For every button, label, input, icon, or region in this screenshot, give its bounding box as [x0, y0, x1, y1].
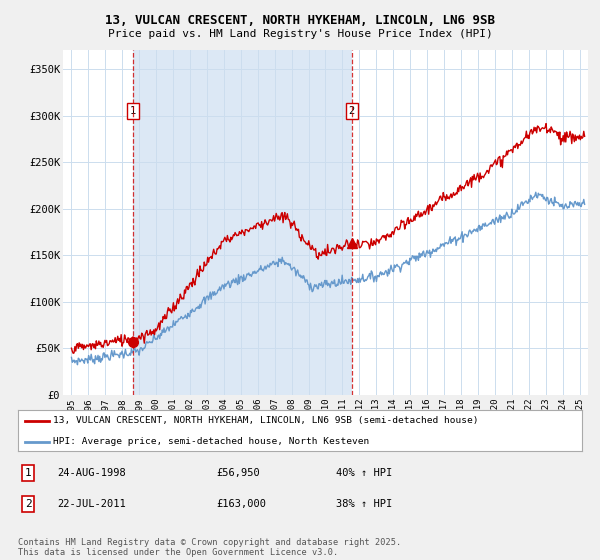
Bar [133, 50, 352, 395]
Text: 2: 2 [25, 499, 32, 509]
Text: 13, VULCAN CRESCENT, NORTH HYKEHAM, LINCOLN, LN6 9SB (semi-detached house): 13, VULCAN CRESCENT, NORTH HYKEHAM, LINC… [53, 417, 478, 426]
Text: 1: 1 [130, 106, 136, 116]
Text: HPI: Average price, semi-detached house, North Kesteven: HPI: Average price, semi-detached house,… [53, 437, 369, 446]
Text: 1: 1 [25, 468, 32, 478]
Text: 24-AUG-1998: 24-AUG-1998 [57, 468, 126, 478]
Text: 40% ↑ HPI: 40% ↑ HPI [336, 468, 392, 478]
Text: £163,000: £163,000 [216, 499, 266, 509]
Text: £56,950: £56,950 [216, 468, 260, 478]
Text: Price paid vs. HM Land Registry's House Price Index (HPI): Price paid vs. HM Land Registry's House … [107, 29, 493, 39]
Text: 2: 2 [349, 106, 355, 116]
Text: 22-JUL-2011: 22-JUL-2011 [57, 499, 126, 509]
Text: 13, VULCAN CRESCENT, NORTH HYKEHAM, LINCOLN, LN6 9SB: 13, VULCAN CRESCENT, NORTH HYKEHAM, LINC… [105, 14, 495, 27]
Text: 38% ↑ HPI: 38% ↑ HPI [336, 499, 392, 509]
Text: Contains HM Land Registry data © Crown copyright and database right 2025.
This d: Contains HM Land Registry data © Crown c… [18, 538, 401, 557]
